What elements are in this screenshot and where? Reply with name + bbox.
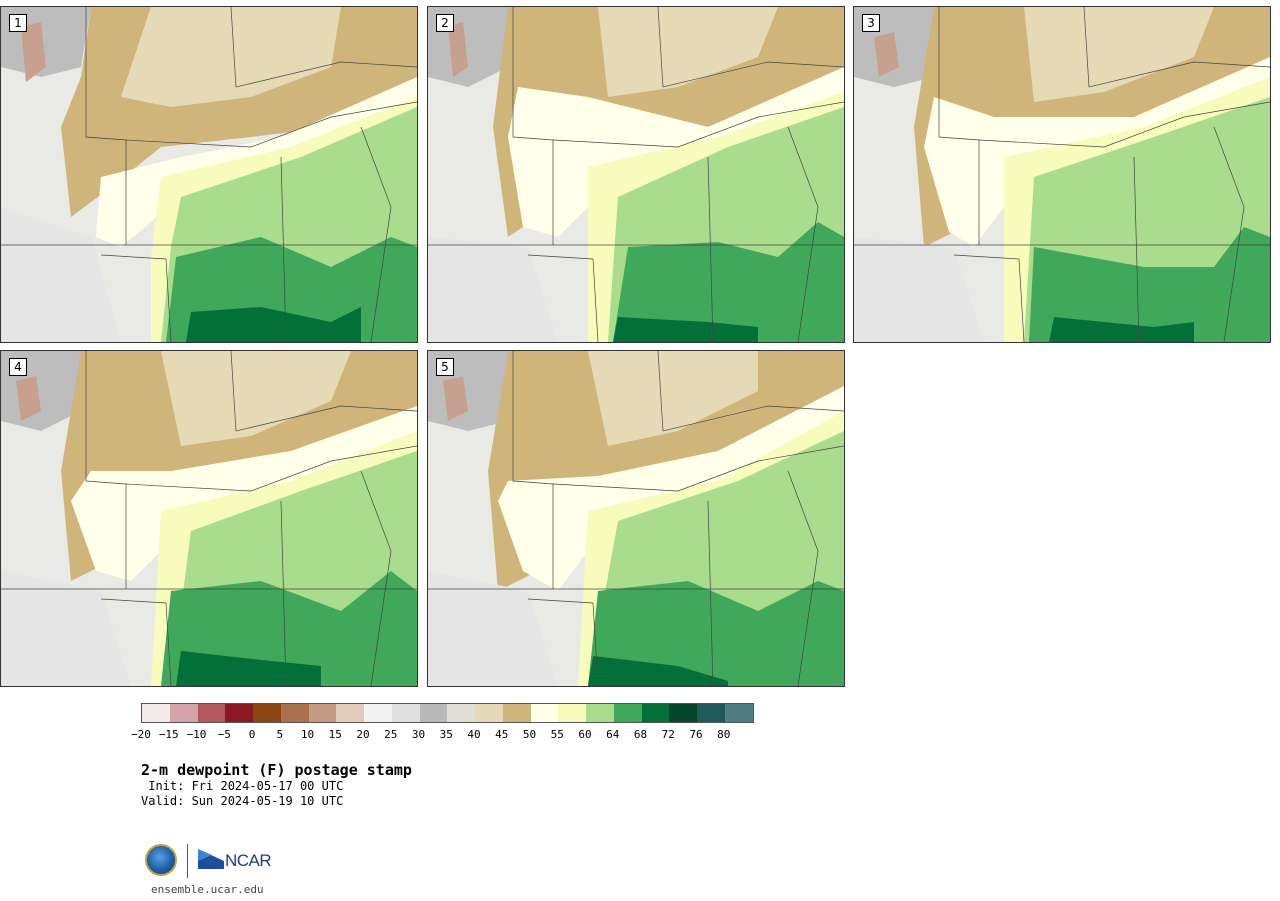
colorbar-tick-label: 55 bbox=[550, 728, 564, 741]
colorbar-swatch bbox=[142, 704, 170, 722]
logo-divider bbox=[187, 844, 188, 878]
map-panel-5[interactable]: 5 bbox=[427, 350, 845, 687]
dewpoint-map-4 bbox=[1, 351, 417, 686]
panel-number-label: 2 bbox=[436, 14, 454, 32]
colorbar-swatch bbox=[197, 704, 226, 722]
colorbar-tick-label: 0 bbox=[248, 728, 256, 741]
init-time: Init: Fri 2024-05-17 00 UTC bbox=[141, 779, 344, 793]
colorbar-swatch bbox=[641, 704, 670, 722]
colorbar-swatch bbox=[475, 704, 503, 722]
dewpoint-map-3 bbox=[854, 7, 1270, 342]
colorbar-swatch bbox=[502, 704, 531, 722]
colorbar-swatch bbox=[724, 704, 753, 722]
colorbar-tick-label: 20 bbox=[356, 728, 370, 741]
colorbar-swatch bbox=[613, 704, 642, 722]
colorbar-swatch bbox=[280, 704, 309, 722]
dewpoint-map-2 bbox=[428, 7, 844, 342]
colorbar-tick-label: 72 bbox=[661, 728, 675, 741]
colorbar-swatch bbox=[419, 704, 448, 722]
colorbar-tick-label: 30 bbox=[411, 728, 426, 741]
map-panel-3[interactable]: 3 bbox=[853, 6, 1271, 343]
colorbar-ticks: −20 −15 −10 −5 0 5 10 15 20 25 30 35 40 45 50 55 60 64 68 7… bbox=[131, 728, 761, 742]
nsf-seal-icon bbox=[145, 844, 177, 876]
panel-number-label: 3 bbox=[862, 14, 880, 32]
ncar-logo-text: NCAR bbox=[225, 851, 272, 870]
colorbar-swatch bbox=[308, 704, 337, 722]
colorbar-swatch bbox=[669, 704, 697, 722]
colorbar bbox=[141, 703, 754, 723]
colorbar-tick-label: 60 bbox=[578, 728, 592, 741]
map-panel-2[interactable]: 2 bbox=[427, 6, 845, 343]
panel-number-label: 4 bbox=[9, 358, 27, 376]
colorbar-swatch bbox=[447, 704, 475, 722]
colorbar-tick-label: 80 bbox=[717, 728, 731, 741]
map-panel-1[interactable]: 1 bbox=[0, 6, 418, 343]
colorbar-swatch bbox=[530, 704, 559, 722]
dewpoint-map-5 bbox=[428, 351, 844, 686]
logo-area: NCAR bbox=[143, 842, 283, 882]
colorbar-tick-label: −15 bbox=[158, 728, 179, 741]
colorbar-swatch bbox=[391, 704, 420, 722]
colorbar-swatch bbox=[336, 704, 364, 722]
colorbar-tick-label: 35 bbox=[439, 728, 453, 741]
colorbar-tick-label: 64 bbox=[606, 728, 620, 741]
panel-number-label: 5 bbox=[436, 358, 454, 376]
colorbar-swatch bbox=[586, 704, 614, 722]
map-panel-4[interactable]: 4 bbox=[0, 350, 418, 687]
colorbar-tick-label: 10 bbox=[300, 728, 315, 741]
colorbar-swatch bbox=[225, 704, 253, 722]
page-title: 2-m dewpoint (F) postage stamp bbox=[141, 761, 412, 779]
colorbar-tick-label: −10 bbox=[186, 728, 207, 741]
colorbar-tick-label: 50 bbox=[522, 728, 537, 741]
colorbar-tick-label: 15 bbox=[328, 728, 342, 741]
valid-time: Valid: Sun 2024-05-19 10 UTC bbox=[141, 794, 344, 808]
ncar-logo-icon bbox=[198, 849, 224, 869]
colorbar-swatch bbox=[364, 704, 392, 722]
colorbar-swatch bbox=[253, 704, 281, 722]
colorbar-tick-label: 45 bbox=[495, 728, 509, 741]
website-link[interactable]: ensemble.ucar.edu bbox=[151, 883, 264, 896]
colorbar-tick-label: 5 bbox=[276, 728, 284, 741]
colorbar-tick-label: 68 bbox=[633, 728, 648, 741]
colorbar-swatch bbox=[558, 704, 586, 722]
colorbar-tick-label: 25 bbox=[384, 728, 398, 741]
colorbar-swatch bbox=[697, 704, 725, 722]
colorbar-tick-label: −5 bbox=[217, 728, 231, 741]
colorbar-swatch bbox=[169, 704, 198, 722]
dewpoint-map-1 bbox=[1, 7, 417, 342]
colorbar-tick-label: 76 bbox=[689, 728, 703, 741]
colorbar-tick-label: −20 bbox=[131, 728, 151, 741]
colorbar-tick-label: 40 bbox=[467, 728, 481, 741]
panel-number-label: 1 bbox=[9, 14, 27, 32]
